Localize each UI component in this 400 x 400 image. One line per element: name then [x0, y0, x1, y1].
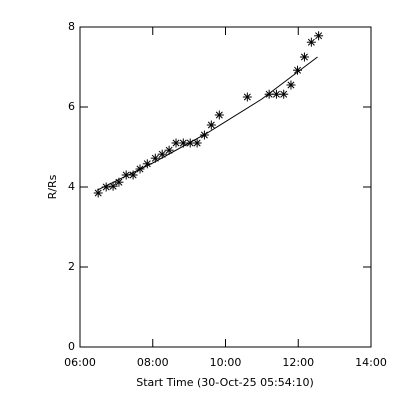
x-tick-label: 14:00	[355, 356, 387, 369]
y-tick-label: 2	[68, 260, 75, 273]
asterisk-marker	[271, 89, 281, 99]
asterisk-marker	[128, 170, 138, 180]
asterisk-marker	[164, 145, 174, 155]
asterisk-marker	[286, 80, 296, 90]
asterisk-marker	[299, 52, 309, 62]
x-tick-label: 12:00	[282, 356, 314, 369]
marker-stroke	[215, 111, 223, 119]
marker-stroke	[207, 121, 215, 129]
marker-stroke	[272, 90, 280, 98]
marker-stroke	[294, 66, 302, 74]
marker-stroke	[165, 146, 173, 154]
y-tick-label: 4	[68, 180, 75, 193]
marker-stroke	[158, 150, 166, 158]
marker-stroke	[109, 182, 117, 190]
asterisk-marker	[108, 181, 118, 191]
x-axis-label: Start Time (30-Oct-25 05:54:10)	[136, 376, 314, 389]
marker-stroke	[179, 139, 187, 147]
marker-stroke	[94, 189, 102, 197]
marker-stroke	[300, 53, 308, 61]
marker-stroke	[243, 93, 251, 101]
x-tick-label: 06:00	[64, 356, 96, 369]
marker-stroke	[172, 139, 180, 147]
y-tick-label: 8	[68, 20, 75, 33]
marker-stroke	[129, 171, 137, 179]
plot-frame	[79, 26, 372, 348]
y-axis-label: R/Rs	[46, 174, 59, 199]
marker-stroke	[151, 154, 159, 162]
asterisk-marker	[314, 31, 324, 41]
x-tick-label: 08:00	[137, 356, 169, 369]
marker-stroke	[307, 38, 315, 46]
marker-stroke	[115, 178, 123, 186]
asterisk-marker	[306, 37, 316, 47]
asterisk-marker	[279, 89, 289, 99]
marker-stroke	[287, 81, 295, 89]
y-tick-label: 0	[68, 340, 75, 353]
asterisk-marker	[214, 110, 224, 120]
asterisk-marker	[206, 120, 216, 130]
asterisk-marker	[242, 92, 252, 102]
marker-stroke	[193, 139, 201, 147]
asterisk-marker	[142, 159, 152, 169]
asterisk-marker	[192, 138, 202, 148]
fit-line	[96, 56, 318, 191]
marker-stroke	[143, 160, 151, 168]
marker-stroke	[280, 90, 288, 98]
marker-stroke	[315, 32, 323, 40]
x-tick-label: 10:00	[210, 356, 242, 369]
y-tick-label: 6	[68, 100, 75, 113]
